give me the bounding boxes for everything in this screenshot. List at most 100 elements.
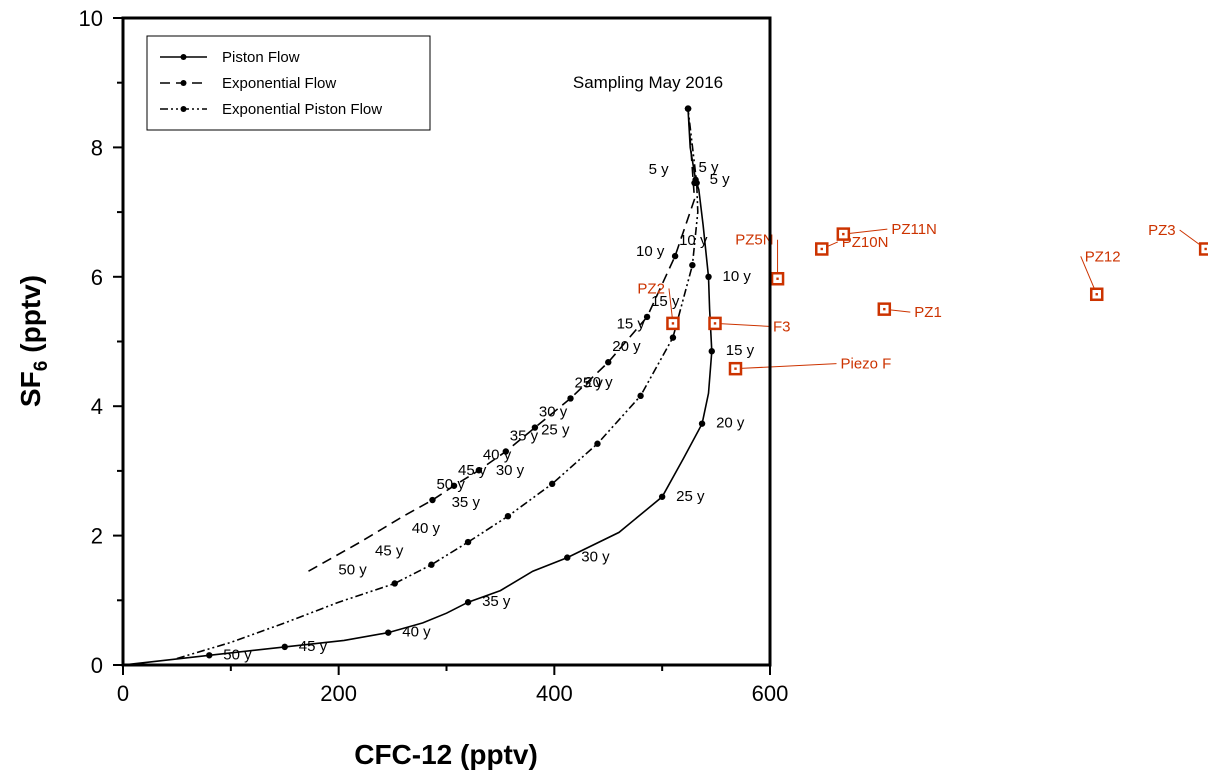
exponential-piston-flow-marker (548, 480, 556, 488)
x-axis-title: CFC-12 (pptv) (354, 739, 538, 770)
exponential-piston-flow-marker (391, 580, 398, 587)
sample-pz12: PZ12 (1080, 248, 1121, 302)
exponential-piston-flow-marker (594, 440, 601, 447)
exponential-flow-age-label: 5 y (699, 159, 720, 176)
piston-flow-age-label: 15 y (726, 342, 755, 359)
legend-marker-piston-flow (180, 54, 187, 60)
sample-pz2: PZ2 (637, 280, 680, 331)
sample-label: PZ5N (735, 232, 773, 249)
exponential-flow-marker (567, 395, 574, 402)
piston-flow-age-label: 20 y (716, 415, 745, 432)
exponential-flow-marker (605, 359, 612, 366)
y-tick-label: 10 (79, 6, 103, 31)
x-axis-title-unit: (pptv) (460, 739, 538, 770)
exponential-piston-flow-line (176, 108, 699, 660)
piston-flow-marker (705, 273, 712, 280)
sample-label: Piezo F (840, 356, 891, 373)
exponential-piston-flow-marker (464, 538, 472, 546)
exponential-flow-age-label: 30 y (539, 404, 568, 421)
piston-flow-marker (385, 629, 392, 636)
exponential-flow-marker (643, 313, 651, 321)
sample-marker-center (820, 247, 823, 251)
sample-label: PZ3 (1148, 222, 1176, 239)
legend-marker-exponential-piston-flow (180, 106, 187, 112)
piston-flow-marker (206, 652, 213, 659)
sample-label: PZ10N (842, 234, 889, 251)
exponential-flow-age-label: 25 y (575, 374, 604, 391)
exponential-flow-age-label: 50 y (436, 476, 465, 493)
sample-leader-line (735, 363, 837, 370)
exponential-piston-flow-marker (669, 334, 677, 341)
sample-marker-center (1204, 247, 1207, 251)
sample-marker-center (713, 322, 717, 325)
sample-pz10n: PZ10N (815, 234, 889, 256)
y-tick-label: 4 (91, 394, 103, 419)
exponential-piston-flow-marker (693, 179, 700, 187)
y-axis-title: SF6 (pptv) (15, 275, 52, 407)
svg-text:CFC-12 (pptv): CFC-12 (pptv) (354, 739, 538, 770)
sample-leader-line (714, 322, 770, 327)
sample-marker (1198, 242, 1208, 256)
piston-flow-marker (464, 599, 472, 606)
sample-marker-center (883, 307, 886, 311)
exponential-piston-flow-marker (689, 261, 696, 269)
piston-flow-age-label: 10 y (723, 268, 752, 285)
piston-flow-marker (708, 348, 715, 355)
sample-pz5n: PZ5N (735, 232, 785, 286)
exponential-flow-age-label: 10 y (679, 232, 708, 249)
exponential-flow-marker (450, 482, 458, 489)
x-axis-title-main: CFC-12 (354, 739, 452, 770)
sample-marker-center (671, 322, 675, 325)
sample-marker-center (842, 232, 845, 236)
sample-label: PZ1 (914, 304, 942, 321)
piston-flow-age-label: 45 y (299, 638, 328, 655)
legend-label-exponential-flow: Exponential Flow (222, 75, 336, 92)
piston-flow-age-label: 50 y (223, 646, 252, 663)
model-curves: 50 y 45 y40 y35 y30 y25 y20 y15 y10 y5 y5… (122, 105, 755, 666)
piston-flow-series: 50 y 45 y40 y35 y30 y25 y20 y15 y10 y5 y (122, 105, 755, 666)
sample-pz1: PZ1 (877, 302, 942, 321)
legend-label-exponential-piston-flow: Exponential Piston Flow (222, 101, 382, 118)
exponential-flow-marker (429, 496, 436, 504)
exponential-piston-flow-age-label: 20 y (584, 374, 613, 391)
exponential-piston-flow-age-label: 35 y (452, 494, 481, 511)
sample-pz11n: PZ11N (836, 221, 937, 241)
piston-flow-age-label: 30 y (581, 549, 610, 566)
exponential-flow-age-label: 20 y (612, 338, 641, 355)
sample-label: F3 (773, 318, 791, 335)
svg-text:SF6(pptv): SF6 (pptv) (15, 275, 52, 407)
sample-leader-line (843, 228, 888, 235)
exponential-piston-flow-marker (684, 105, 692, 112)
y-tick-label: 2 (91, 524, 103, 549)
y-axis-title-main: SF (15, 371, 46, 407)
sample-piezo-f: Piezo F (728, 356, 891, 376)
exponential-piston-flow-age-label: 30 y (496, 462, 525, 479)
exponential-flow-age-label: 45 y (458, 462, 487, 479)
piston-flow-marker (658, 493, 666, 500)
piston-flow-marker (564, 554, 571, 561)
sample-f3: F3 (708, 316, 791, 335)
sample-label: PZ12 (1085, 248, 1121, 265)
x-tick-label: 400 (536, 681, 573, 706)
piston-flow-marker (698, 420, 706, 427)
exponential-piston-flow-age-label: 40 y (412, 520, 441, 537)
exponential-piston-flow-age-label: 25 y (541, 422, 570, 439)
sample-label: PZ2 (637, 280, 665, 297)
sample-marker-center (734, 367, 737, 370)
piston-flow-age-label: 35 y (482, 593, 511, 610)
exponential-piston-flow-marker (637, 392, 644, 400)
exponential-flow-marker (531, 424, 539, 431)
sample-marker-center (776, 277, 779, 280)
exponential-piston-flow-age-label: 50 y (338, 561, 367, 578)
piston-flow-line (122, 108, 713, 666)
exponential-flow-age-label: 15 y (651, 293, 680, 310)
exponential-flow-series: 50 y45 y40 y35 y30 y25 y20 y15 y10 y5 y (308, 105, 720, 572)
sample-label: PZ11N (891, 221, 937, 238)
exponential-piston-flow-marker (428, 561, 435, 568)
piston-flow-age-label: 25 y (676, 488, 705, 505)
legend: Piston Flow Exponential Flow Exponential P… (146, 35, 431, 131)
piston-flow-age-label: 40 y (402, 624, 431, 641)
x-tick-label: 600 (752, 681, 789, 706)
